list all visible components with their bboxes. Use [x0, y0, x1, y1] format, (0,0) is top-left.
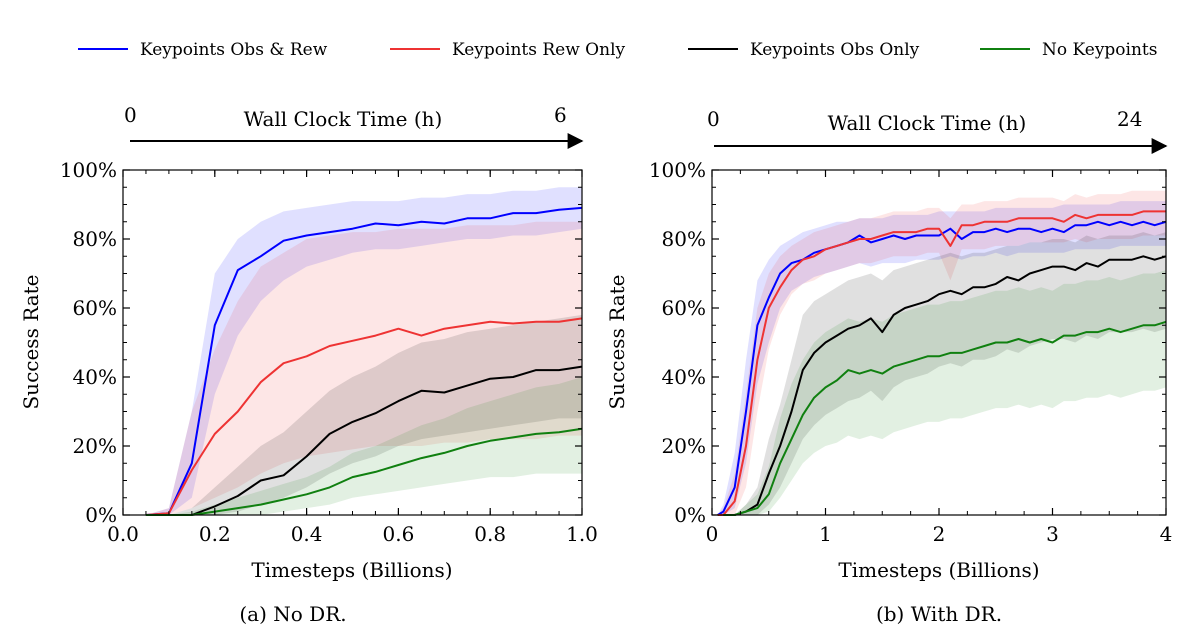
x-tick-label: 0	[706, 522, 719, 546]
wall-clock-axis: 0 Wall Clock Time (h) 6	[124, 103, 584, 149]
series-line	[723, 255, 1167, 516]
series-band	[145, 314, 582, 515]
y-tick-label: 80%	[662, 227, 706, 251]
y-tick-label: 100%	[649, 158, 706, 182]
wall-clock-axis: 0 Wall Clock Time (h) 24	[707, 107, 1168, 154]
series-band	[717, 190, 1166, 515]
x-tick-label: 0.0	[107, 522, 139, 546]
legend-entry: Keypoints Obs Only	[688, 40, 920, 60]
x-tick-label: 0.2	[199, 522, 231, 546]
x-tick-label: 0.8	[474, 522, 506, 546]
y-tick-label: 0%	[674, 503, 706, 527]
legend-label: No Keypoints	[1042, 40, 1157, 60]
x-tick-label: 1.0	[566, 522, 598, 546]
wall-clock-start: 0	[124, 103, 137, 127]
y-tick-label: 80%	[73, 227, 117, 251]
series-band	[145, 377, 582, 515]
y-tick-label: 40%	[662, 365, 706, 389]
y-tick-label: 40%	[73, 365, 117, 389]
chart-panel-b: 0 Wall Clock Time (h) 24 0 1 2 3 40%20%40%60…	[605, 107, 1172, 626]
wall-clock-end: 24	[1117, 107, 1142, 131]
series-band	[145, 221, 582, 516]
x-tick-label: 2	[933, 522, 946, 546]
legend-entry: Keypoints Obs & Rew	[78, 40, 328, 60]
y-tick-label: 20%	[73, 434, 117, 458]
series-line	[717, 210, 1166, 516]
y-tick-label: 60%	[662, 296, 706, 320]
y-tick-label: 100%	[60, 158, 117, 182]
series-line	[145, 206, 583, 516]
y-axis-label: Success Rate	[605, 274, 629, 409]
wall-clock-label: Wall Clock Time (h)	[828, 111, 1027, 135]
legend-entry: No Keypoints	[980, 40, 1157, 60]
legend-label: Keypoints Rew Only	[452, 40, 626, 60]
legend-label: Keypoints Obs & Rew	[140, 40, 328, 60]
series-band	[717, 201, 1166, 515]
x-tick-label: 3	[1046, 522, 1059, 546]
wall-clock-label: Wall Clock Time (h)	[244, 107, 443, 131]
x-axis-label: Timesteps (Billions)	[251, 558, 452, 582]
x-axis-label: Timesteps (Billions)	[838, 558, 1039, 582]
x-tick-label: 0.6	[382, 522, 414, 546]
series-band	[145, 187, 582, 516]
y-tick-label: 20%	[662, 434, 706, 458]
x-tick-label: 0.4	[291, 522, 323, 546]
x-tick-label: 1	[819, 522, 832, 546]
wall-clock-end: 6	[554, 103, 567, 127]
series-band	[723, 270, 1166, 515]
series-line	[717, 220, 1167, 516]
chart-panel-a: 0 Wall Clock Time (h) 6 0.0 0.2 0.4 0.6 0.8 1…	[19, 103, 598, 626]
y-tick-label: 0%	[85, 503, 117, 527]
x-tick-label: 4	[1160, 522, 1173, 546]
panel-caption: (b) With DR.	[876, 602, 1002, 626]
series-band	[723, 232, 1166, 515]
legend-label: Keypoints Obs Only	[750, 40, 920, 60]
y-tick-label: 60%	[73, 296, 117, 320]
series-line	[145, 365, 583, 516]
legend-entry: Keypoints Rew Only	[390, 40, 626, 60]
series-line	[145, 427, 583, 516]
panel-caption: (a) No DR.	[239, 602, 346, 626]
series-line	[723, 320, 1167, 516]
legend: Keypoints Obs & Rew Keypoints Rew Only K…	[78, 40, 1157, 60]
series-line	[145, 317, 583, 516]
y-axis-label: Success Rate	[19, 274, 43, 409]
wall-clock-start: 0	[707, 107, 720, 131]
